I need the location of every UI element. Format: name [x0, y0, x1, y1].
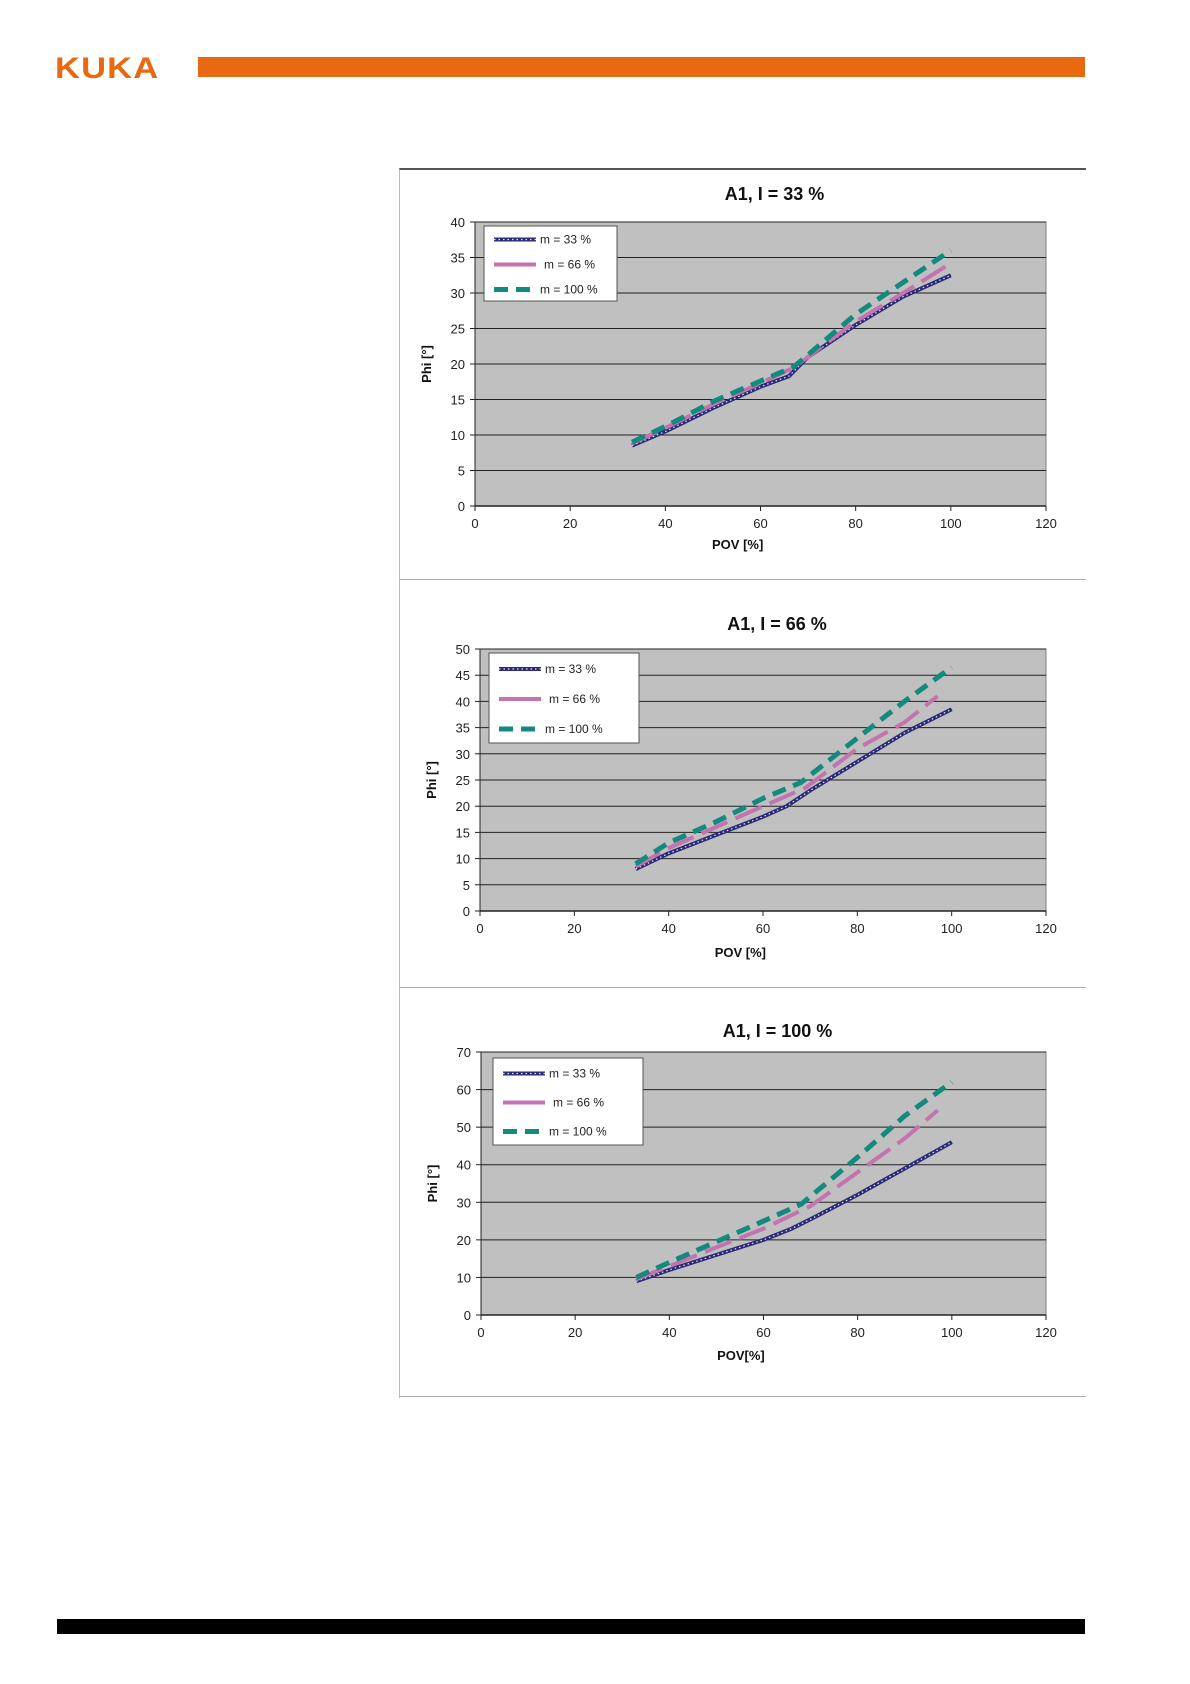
x-tick-label: 40	[662, 1325, 676, 1340]
y-tick-label: 15	[456, 825, 470, 840]
x-tick-label: 120	[1035, 1325, 1057, 1340]
y-tick-label: 5	[463, 878, 470, 893]
kuka-logo: KUKA	[55, 52, 160, 85]
x-tick-label: 60	[756, 921, 770, 936]
x-tick-label: 100	[940, 516, 962, 531]
y-tick-label: 5	[458, 464, 465, 479]
y-tick-label: 40	[456, 694, 470, 709]
y-tick-label: 50	[456, 642, 470, 657]
y-tick-label: 60	[457, 1083, 471, 1098]
y-tick-label: 35	[451, 251, 465, 266]
chart-panel-i100: A1, I = 100 % 0 10 20 30 40 50 60 70 0 20 40 60 80 100…	[399, 988, 1086, 1397]
x-tick-label: 0	[471, 516, 478, 531]
y-tick-label: 10	[456, 852, 470, 867]
x-tick-label: 80	[850, 1325, 864, 1340]
chart-title: A1, I = 66 %	[727, 614, 827, 634]
y-tick-label: 25	[451, 322, 465, 337]
legend-label: m = 33 %	[549, 1067, 600, 1081]
y-tick-label: 40	[451, 215, 465, 230]
y-tick-label: 0	[464, 1308, 471, 1323]
legend-label: m = 66 %	[544, 258, 595, 272]
x-tick-label: 0	[477, 1325, 484, 1340]
chart-svg: A1, I = 100 % 0 10 20 30 40 50 60 70 0 20 40 60 80 100…	[425, 1021, 1057, 1363]
x-tick-label: 80	[850, 921, 864, 936]
y-tick-label: 10	[451, 428, 465, 443]
y-tick-label: 0	[463, 904, 470, 919]
chart-panel-i33: A1, I = 33 % 0 5 10 15 20 25 30 35 40 0 20 40 60 80 100…	[399, 170, 1086, 580]
x-tick-label: 20	[567, 921, 581, 936]
x-tick-label: 80	[848, 516, 862, 531]
y-tick-label: 30	[456, 747, 470, 762]
chart-svg: A1, I = 33 % 0 5 10 15 20 25 30 35 40 0 20 40 60 80 100…	[419, 184, 1057, 552]
y-tick-label: 30	[457, 1195, 471, 1210]
x-axis-label: POV [%]	[715, 945, 766, 960]
legend-label: m = 100 %	[549, 1125, 607, 1139]
series-line-m33	[635, 1140, 953, 1284]
chart-panel-i66: A1, I = 66 % 0 5 10 15 20 25 30 35 40 45 50 0 20 40 60 8…	[399, 580, 1086, 988]
series-line-m100	[635, 1080, 954, 1280]
y-tick-label: 10	[457, 1270, 471, 1285]
chart-svg: A1, I = 66 % 0 5 10 15 20 25 30 35 40 45 50 0 20 40 60 8…	[424, 614, 1057, 960]
x-tick-label: 20	[568, 1325, 582, 1340]
y-tick-label: 25	[456, 773, 470, 788]
x-tick-label: 20	[563, 516, 577, 531]
chart-title: A1, I = 100 %	[723, 1021, 833, 1041]
y-axis-label: Phi [°]	[419, 345, 434, 383]
series-line-m66	[634, 694, 939, 869]
y-axis-label: Phi [°]	[424, 761, 439, 799]
y-axis-label: Phi [°]	[425, 1165, 440, 1203]
legend-label: m = 66 %	[549, 692, 600, 706]
x-tick-label: 60	[756, 1325, 770, 1340]
series-line-m100	[630, 248, 953, 445]
x-axis-label: POV[%]	[717, 1348, 765, 1363]
x-tick-label: 40	[661, 921, 675, 936]
header-bar	[198, 57, 1085, 77]
legend-label: m = 100 %	[540, 283, 598, 297]
y-tick-label: 40	[457, 1158, 471, 1173]
footer-bar	[57, 1619, 1085, 1634]
y-tick-label: 20	[456, 799, 470, 814]
y-tick-label: 35	[456, 721, 470, 736]
y-tick-label: 70	[457, 1045, 471, 1060]
legend-label: m = 33 %	[545, 662, 596, 676]
y-tick-label: 0	[458, 499, 465, 514]
series-line-m100	[634, 665, 954, 866]
legend-label: m = 100 %	[545, 722, 603, 736]
x-axis-label: POV [%]	[712, 537, 763, 552]
chart-title: A1, I = 33 %	[725, 184, 825, 204]
x-tick-label: 40	[658, 516, 672, 531]
legend-label: m = 33 %	[540, 233, 591, 247]
x-tick-label: 100	[941, 1325, 963, 1340]
y-tick-label: 30	[451, 286, 465, 301]
series-line-m33-pattern	[631, 274, 952, 447]
y-tick-label: 15	[451, 393, 465, 408]
series-line-m33-pattern	[635, 708, 952, 870]
y-tick-label: 20	[451, 357, 465, 372]
y-tick-label: 50	[457, 1120, 471, 1135]
x-tick-label: 0	[476, 921, 483, 936]
series-line-m66	[635, 1108, 940, 1282]
x-tick-label: 120	[1035, 921, 1057, 936]
y-tick-label: 45	[456, 668, 470, 683]
x-tick-label: 120	[1035, 516, 1057, 531]
legend-label: m = 66 %	[553, 1096, 604, 1110]
x-tick-label: 60	[753, 516, 767, 531]
y-tick-label: 20	[457, 1233, 471, 1248]
x-tick-label: 100	[941, 921, 963, 936]
